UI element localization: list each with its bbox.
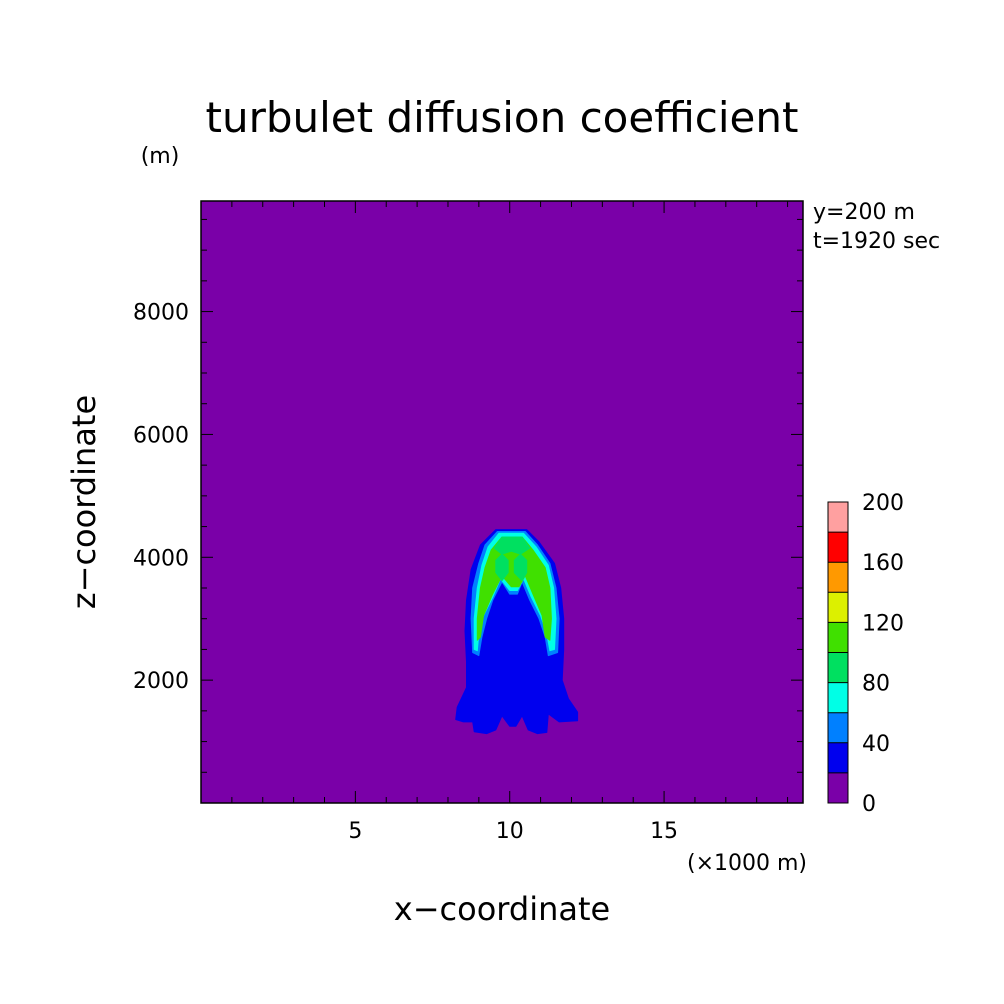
colorbar-tick-label: 200 xyxy=(862,491,904,516)
chart-title: turbulet diffusion coefficient xyxy=(206,93,799,142)
y-axis-label: z−coordinate xyxy=(65,395,103,609)
colorbar-swatch xyxy=(828,562,848,593)
x-tick-label: 10 xyxy=(496,819,524,844)
x-tick-label: 5 xyxy=(348,819,362,844)
colorbar-swatch xyxy=(828,622,848,653)
colorbar-tick-label: 0 xyxy=(862,792,876,817)
contour-region-20-40-1 xyxy=(478,707,497,731)
x-axis-label: x−coordinate xyxy=(394,890,610,928)
colorbar: 0 40 80 120 160 200 xyxy=(827,491,904,817)
plot-frame xyxy=(200,200,804,804)
colorbar-swatch xyxy=(828,772,848,803)
y-tick-label: 4000 xyxy=(133,546,189,571)
colorbar-swatch xyxy=(828,682,848,713)
plot-area: 5 10 15 2000 4000 6000 8000 xyxy=(133,200,804,844)
colorbar-tick-label: 160 xyxy=(862,551,904,576)
colorbar-tick-label: 80 xyxy=(862,672,890,697)
colorbar-swatch xyxy=(828,532,848,563)
colorbar-swatch xyxy=(828,712,848,743)
colorbar-swatch xyxy=(828,502,848,533)
y-unit-label: (m) xyxy=(141,144,180,169)
contour-region-80-100-1 xyxy=(495,553,509,582)
colorbar-swatch xyxy=(828,742,848,773)
annotation-y-slice: y=200 m xyxy=(813,200,915,225)
contour-region-80-100-0 xyxy=(493,536,531,555)
y-tick-label: 8000 xyxy=(133,301,189,326)
colorbar-tick-label: 40 xyxy=(862,732,890,757)
contour-region-80-100-2 xyxy=(513,553,528,582)
contour-region-20-40-2 xyxy=(527,707,546,731)
y-tick-label: 2000 xyxy=(133,669,189,694)
x-unit-label: (×1000 m) xyxy=(687,851,807,876)
colorbar-tick-label: 120 xyxy=(862,611,904,636)
colorbar-swatch xyxy=(828,592,848,623)
x-tick-label: 15 xyxy=(650,819,678,844)
annotation-time: t=1920 sec xyxy=(813,229,940,254)
colorbar-swatch xyxy=(828,652,848,683)
y-tick-label: 6000 xyxy=(133,423,189,448)
